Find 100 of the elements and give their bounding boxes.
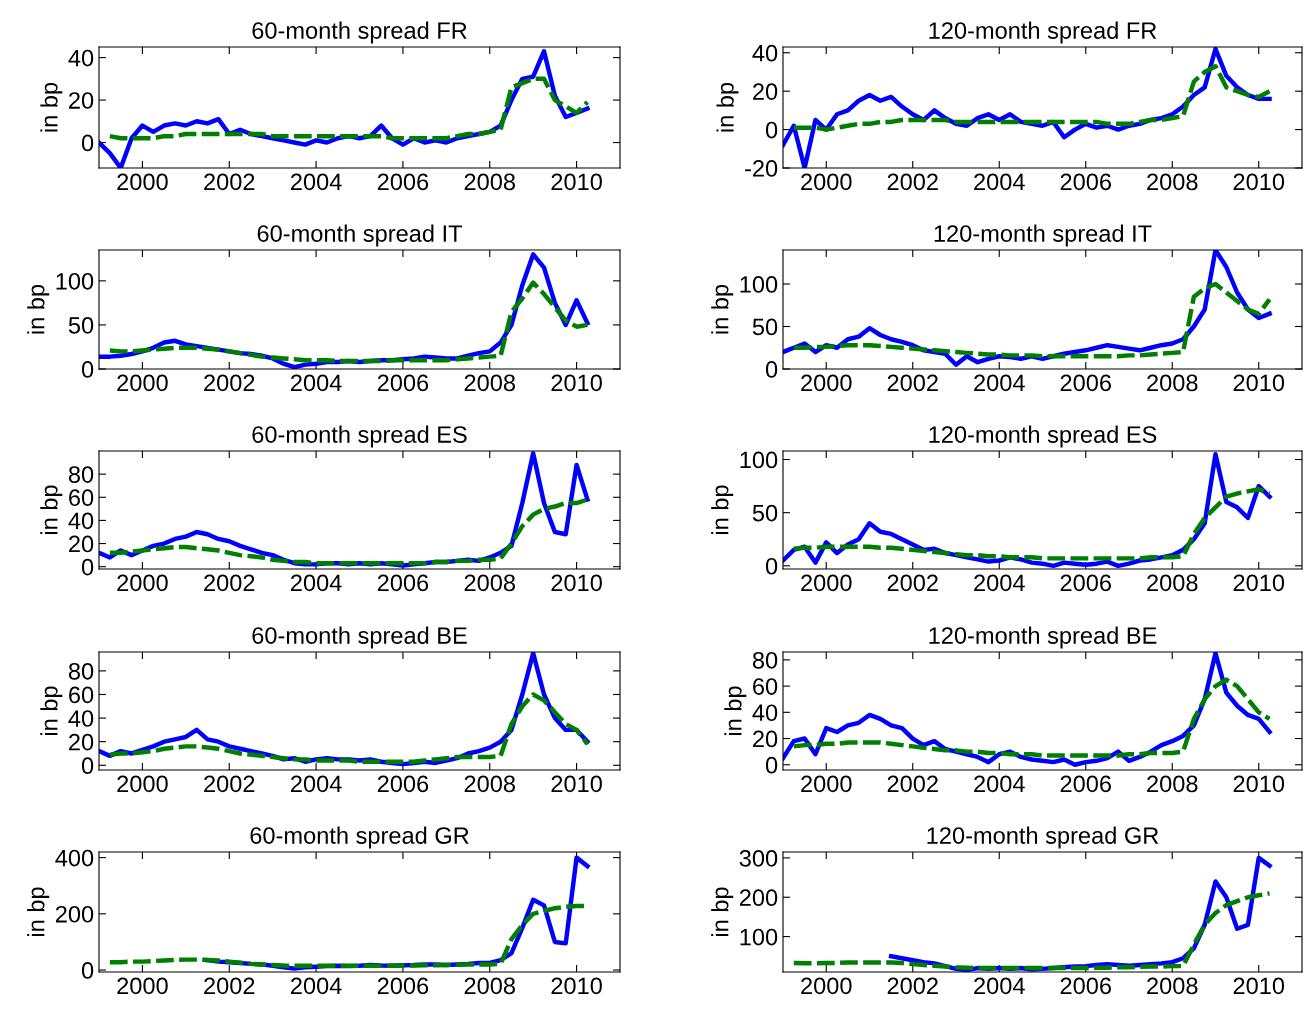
- y-axis-title: in bp: [27, 887, 50, 937]
- line-series: [791, 63, 1272, 132]
- x-tick-label: 2008: [1147, 775, 1198, 793]
- y-tick-label: 400: [55, 849, 94, 867]
- x-tick-label: 2002: [887, 173, 938, 191]
- x-tick-label: 2010: [551, 374, 602, 392]
- chart-title: 60-month spread GR: [250, 826, 469, 849]
- x-tick-label: 2006: [377, 977, 429, 995]
- y-tick-label: 40: [68, 49, 94, 67]
- y-axis-title: in bp: [40, 82, 63, 132]
- x-tick-label: 2004: [974, 173, 1025, 191]
- y-tick-label: 100: [740, 451, 778, 469]
- y-tick-label: 50: [68, 316, 94, 334]
- line-series: [791, 677, 1272, 758]
- y-tick-label: 40: [68, 512, 94, 530]
- y-axis-title: in bp: [711, 485, 734, 535]
- x-tick-label: 2006: [377, 374, 429, 392]
- line-series: [791, 487, 1272, 561]
- x-tick-label: 2006: [1060, 977, 1111, 995]
- x-tick-label: 2008: [464, 775, 515, 793]
- x-tick-label: 2006: [1060, 374, 1111, 392]
- y-tick-label: 40: [752, 44, 778, 62]
- x-tick-label: 2010: [1233, 775, 1285, 793]
- chart-title: 60-month spread ES: [252, 425, 467, 448]
- x-tick-label: 2004: [974, 977, 1025, 995]
- y-tick-label: 0: [765, 361, 778, 378]
- y-tick-label: -20: [745, 160, 778, 177]
- line-series: [107, 280, 590, 364]
- x-tick-label: 2002: [204, 173, 255, 191]
- x-tick-label: 2004: [291, 374, 342, 392]
- chart-title: 120-month spread FR: [929, 21, 1157, 44]
- x-tick-label: 2008: [1147, 574, 1198, 592]
- line-series: [791, 281, 1272, 359]
- y-tick-label: 0: [81, 962, 94, 979]
- x-tick-label: 2010: [551, 977, 602, 995]
- x-tick-label: 2008: [1147, 173, 1198, 191]
- x-tick-label: 2000: [801, 574, 852, 592]
- y-tick-label: 0: [765, 557, 778, 575]
- x-tick-label: 2002: [204, 977, 255, 995]
- line-series: [107, 692, 590, 764]
- y-tick-label: 20: [69, 535, 94, 553]
- y-tick-label: 60: [69, 489, 94, 507]
- x-tick-label: 2004: [974, 574, 1025, 592]
- x-tick-label: 2000: [117, 775, 168, 793]
- y-tick-label: 80: [752, 651, 778, 669]
- y-tick-label: 0: [81, 558, 94, 576]
- y-tick-label: 0: [765, 121, 778, 139]
- x-tick-label: 2000: [117, 574, 168, 592]
- y-axis-title: in bp: [724, 686, 747, 736]
- x-tick-label: 2010: [1233, 374, 1285, 392]
- line-series: [107, 76, 590, 141]
- chart-title: 120-month spread IT: [934, 224, 1152, 247]
- y-tick-label: 20: [69, 733, 94, 751]
- x-tick-label: 2002: [887, 977, 938, 995]
- y-axis-title: in bp: [711, 284, 734, 334]
- y-axis-title: in bp: [27, 284, 50, 334]
- y-tick-label: 100: [56, 272, 94, 290]
- x-tick-label: 2006: [1060, 574, 1111, 592]
- y-tick-label: 0: [765, 756, 778, 774]
- x-tick-label: 2000: [801, 374, 852, 392]
- x-tick-label: 2000: [117, 374, 168, 392]
- x-tick-label: 2002: [204, 374, 255, 392]
- x-tick-label: 2004: [291, 173, 342, 191]
- x-tick-label: 2006: [1060, 775, 1111, 793]
- line-series: [791, 891, 1272, 971]
- x-tick-label: 2008: [464, 374, 515, 392]
- x-tick-label: 2002: [887, 574, 938, 592]
- x-tick-label: 2002: [204, 775, 255, 793]
- x-tick-label: 2010: [551, 173, 602, 191]
- y-tick-label: 50: [752, 318, 778, 336]
- x-tick-label: 2006: [377, 775, 429, 793]
- x-tick-label: 2004: [291, 775, 342, 793]
- chart-title: 60-month spread FR: [252, 21, 467, 44]
- x-tick-label: 2006: [1060, 173, 1111, 191]
- y-tick-label: 0: [81, 134, 94, 152]
- y-tick-label: 200: [55, 905, 94, 923]
- y-tick-label: 80: [68, 466, 94, 483]
- chart-title: 60-month spread BE: [252, 626, 467, 649]
- x-tick-label: 2006: [377, 173, 429, 191]
- x-tick-label: 2008: [1147, 374, 1198, 392]
- chart-title: 60-month spread IT: [257, 224, 462, 247]
- x-tick-label: 2010: [1233, 977, 1285, 995]
- y-tick-label: 20: [69, 92, 94, 109]
- x-tick-label: 2010: [551, 775, 602, 793]
- y-tick-label: 0: [81, 361, 94, 378]
- x-tick-label: 2004: [974, 775, 1025, 793]
- x-tick-label: 2000: [801, 775, 852, 793]
- x-tick-label: 2006: [377, 574, 429, 592]
- y-tick-label: 100: [740, 928, 778, 946]
- x-tick-label: 2008: [464, 173, 515, 191]
- x-tick-label: 2008: [464, 977, 515, 995]
- x-tick-label: 2010: [1233, 574, 1285, 592]
- x-tick-label: 2004: [291, 574, 342, 592]
- x-tick-label: 2008: [464, 574, 515, 592]
- y-tick-label: 300: [739, 849, 778, 867]
- y-tick-label: 0: [81, 757, 94, 775]
- x-tick-label: 2010: [551, 574, 602, 592]
- line-series: [107, 497, 590, 566]
- x-tick-label: 2000: [801, 173, 852, 191]
- y-tick-label: 60: [69, 686, 94, 704]
